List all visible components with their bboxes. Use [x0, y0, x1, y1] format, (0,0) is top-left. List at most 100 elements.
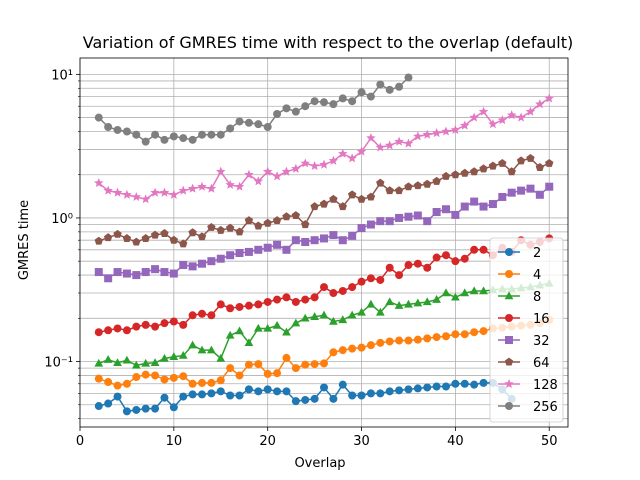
data-point-8	[150, 358, 160, 367]
data-point-128	[103, 185, 113, 195]
data-point-2	[404, 385, 413, 394]
data-point-64	[282, 212, 291, 221]
data-point-16	[151, 322, 160, 331]
data-point-4	[310, 360, 319, 369]
data-point-32	[498, 192, 507, 201]
data-point-2	[254, 387, 263, 396]
data-point-16	[395, 271, 404, 280]
axes-frame	[79, 57, 569, 428]
x-tick-label: 50	[541, 434, 558, 449]
data-point-16	[226, 304, 235, 313]
data-point-64	[507, 167, 516, 176]
data-point-8	[479, 286, 488, 295]
data-point-4	[348, 344, 357, 353]
data-point-8	[272, 320, 282, 329]
data-point-8	[394, 301, 404, 309]
data-point-256	[104, 122, 113, 131]
data-point-128	[169, 189, 179, 199]
data-point-16	[244, 301, 253, 310]
data-point-4	[357, 343, 366, 352]
data-point-4	[216, 376, 225, 385]
data-point-64	[347, 190, 357, 199]
data-point-256	[395, 82, 404, 91]
data-point-16	[301, 295, 310, 304]
data-point-8	[366, 299, 376, 308]
legend-label-256: 256	[533, 400, 558, 415]
data-point-16	[188, 311, 197, 320]
data-point-32	[104, 274, 113, 283]
data-point-32	[179, 261, 188, 270]
data-point-32	[235, 249, 244, 258]
data-point-4	[141, 370, 150, 379]
data-point-128	[431, 128, 442, 138]
data-point-32	[507, 188, 516, 197]
series-2	[94, 378, 516, 416]
data-point-32	[451, 210, 460, 219]
data-point-8	[263, 323, 273, 332]
data-point-32	[198, 259, 206, 268]
data-point-16	[413, 259, 422, 268]
data-point-128	[244, 169, 254, 179]
data-point-32	[432, 208, 441, 217]
data-point-128	[356, 146, 367, 156]
data-point-32	[188, 262, 197, 271]
data-point-4	[451, 330, 460, 339]
data-point-256	[254, 120, 263, 129]
data-point-128	[187, 183, 198, 193]
data-point-32	[132, 271, 141, 280]
data-point-256	[404, 73, 413, 82]
data-point-256	[207, 130, 216, 139]
data-point-128	[300, 158, 310, 168]
data-point-4	[442, 332, 450, 341]
data-point-2	[451, 379, 460, 388]
data-point-16	[470, 245, 479, 254]
data-point-128	[94, 178, 104, 188]
data-point-16	[113, 324, 122, 333]
data-point-2	[366, 389, 375, 398]
data-point-128	[384, 140, 395, 150]
data-point-16	[451, 257, 460, 266]
data-point-8	[460, 288, 470, 297]
data-point-16	[385, 263, 394, 272]
data-point-8	[178, 350, 188, 359]
data-point-256	[357, 88, 366, 97]
data-point-64	[310, 202, 319, 211]
data-point-2	[320, 383, 328, 392]
data-point-32	[141, 268, 150, 277]
legend-label-2: 2	[533, 246, 541, 261]
data-point-4	[94, 374, 103, 383]
data-point-256	[348, 97, 357, 106]
data-point-64	[479, 164, 488, 173]
data-point-16	[291, 297, 300, 306]
data-point-64	[432, 176, 441, 185]
data-point-16	[348, 283, 357, 292]
data-point-4	[320, 359, 328, 368]
data-point-16	[122, 326, 131, 335]
data-point-32	[545, 182, 554, 191]
data-point-2	[395, 386, 404, 395]
data-point-32	[113, 268, 122, 277]
data-point-16	[442, 251, 450, 260]
x-tick-label: 0	[76, 434, 84, 449]
data-point-128	[347, 153, 357, 163]
data-point-256	[179, 134, 188, 143]
data-point-8	[413, 298, 423, 307]
data-point-16	[254, 300, 263, 309]
data-point-16	[132, 322, 141, 331]
data-point-16	[310, 293, 319, 302]
data-point-32	[526, 184, 535, 193]
data-point-2	[460, 379, 469, 388]
data-point-128	[497, 115, 508, 125]
legend-label-8: 8	[533, 290, 541, 305]
data-point-128	[140, 194, 151, 204]
legend-marker-32	[505, 336, 513, 344]
data-point-4	[160, 375, 169, 384]
data-point-64	[160, 229, 169, 237]
data-point-64	[451, 170, 460, 179]
data-point-256	[263, 122, 272, 131]
data-point-2	[244, 385, 253, 394]
data-point-8	[103, 355, 113, 363]
data-point-2	[348, 391, 357, 400]
data-point-64	[179, 239, 188, 248]
